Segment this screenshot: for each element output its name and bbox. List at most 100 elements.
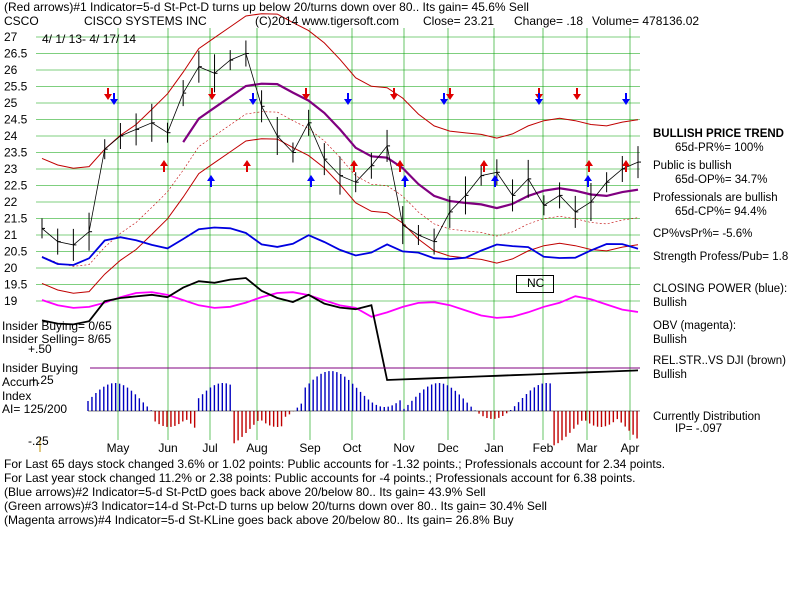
close-price: Close= 23.21: [423, 14, 495, 28]
red-arrow: [585, 160, 593, 172]
blue-arrow: [344, 93, 352, 105]
red-arrow: [390, 88, 398, 100]
blue-arrow: [440, 93, 448, 105]
insider-selling: Insider Selling= 8/65: [2, 332, 112, 346]
footer-year: For Last year stock changed 11.2% or 2.3…: [4, 471, 636, 485]
blue-arrow: [307, 175, 315, 187]
cp-vs-pr: CP%vsPr%= -5.6%: [653, 228, 753, 240]
y-tick-label: 23: [4, 162, 18, 176]
moving-average: [182, 82, 639, 210]
relstr-line: [41, 277, 639, 381]
y-tick-label: 20: [4, 261, 18, 275]
red-arrow: [480, 160, 488, 172]
relstr-label: REL.STR..VS DJI (brown): [653, 355, 786, 367]
y-tick-label: 27: [4, 30, 18, 44]
ip-value: IP= -.097: [675, 423, 722, 435]
y-tick-label: 26.5: [4, 47, 28, 61]
x-tick-label: Aug: [246, 441, 267, 455]
red-arrows-legend: (Red arrows)#1 Indicator=5-d St-Pct-D tu…: [4, 0, 529, 14]
x-tick-label: Jul: [202, 441, 217, 455]
y-tick-label: 24: [4, 129, 18, 143]
closing-power-line: [41, 226, 639, 266]
public-status: Public is bullish: [653, 160, 732, 172]
accum-level-25: +.25: [30, 373, 54, 387]
blue-arrow: [401, 175, 409, 187]
y-tick-label: 22: [4, 195, 18, 209]
blue-arrow: [584, 175, 592, 187]
company-name: CISCO SYSTEMS INC: [84, 14, 207, 28]
y-tick-label: 24.5: [4, 113, 28, 127]
public-op: 65d-OP%= 34.7%: [675, 174, 768, 186]
x-tick-label: Jan: [484, 441, 503, 455]
x-tick-label: Feb: [533, 441, 554, 455]
volume-value: Volume= 478136.02: [592, 14, 700, 28]
red-arrow: [243, 160, 251, 172]
x-tick-label: Sep: [299, 441, 321, 455]
red-arrow: [446, 88, 454, 100]
trend-pr: 65d-PR%= 100%: [675, 142, 764, 154]
blue-arrows-legend: (Blue arrows)#2 Indicator=5-d St-PctD go…: [4, 485, 486, 499]
professionals-status: Professionals are bullish: [653, 192, 778, 204]
blue-arrow: [249, 93, 257, 105]
x-tick-label: May: [107, 441, 130, 455]
x-tick-label: Apr: [621, 441, 640, 455]
y-tick-label: 22.5: [4, 179, 28, 193]
obv-label: OBV (magenta):: [653, 320, 737, 332]
copyright-source: (C)2014 www.tigersoft.com: [255, 14, 400, 28]
date-range: 4/ 1/ 13- 4/ 17/ 14: [42, 32, 137, 46]
y-tick-label: 19.5: [4, 278, 28, 292]
change-value: Change= .18: [514, 14, 584, 28]
blue-arrow: [535, 93, 543, 105]
closing-power-label: CLOSING POWER (blue):: [653, 283, 788, 295]
insider-buying: Insider Buying= 0/65: [2, 319, 112, 333]
x-tick-label: Nov: [393, 441, 414, 455]
y-tick-label: 26: [4, 63, 18, 77]
relstr-value: Bullish: [653, 369, 687, 381]
y-tick-label: 23.5: [4, 146, 28, 160]
red-arrow: [104, 88, 112, 100]
trend-title: BULLISH PRICE TREND: [653, 128, 784, 140]
distribution-label: Currently Distribution: [653, 411, 761, 423]
red-arrow: [208, 88, 216, 100]
magenta-arrows-legend: (Magenta arrows)#4 Indicator=5-d St-KLin…: [4, 513, 514, 527]
red-arrow: [350, 160, 358, 172]
green-arrows-legend: (Green arrows)#3 Indicator=14-d St-Pct-D…: [4, 499, 547, 513]
accum-level-neg25: -.25: [28, 434, 49, 448]
obv-value: Bullish: [653, 334, 687, 346]
closing-power-value: Bullish: [653, 297, 687, 309]
red-arrow: [160, 160, 168, 172]
price-line: [41, 52, 639, 246]
red-arrow: [396, 160, 404, 172]
index-label: Index: [2, 389, 32, 403]
blue-arrow: [207, 175, 215, 187]
y-tick-label: 21: [4, 228, 18, 242]
blue-arrow: [110, 93, 118, 105]
blue-arrow: [622, 93, 630, 105]
obv-line: [41, 291, 639, 319]
strength-ratio: Strength Profess/Pub= 1.8: [653, 251, 789, 263]
ticker-symbol: CSCO: [4, 14, 39, 28]
ai-value: AI= 125/200: [2, 402, 68, 416]
red-arrow: [302, 88, 310, 100]
y-tick-label: 20.5: [4, 245, 28, 259]
upper-band: [41, 13, 639, 169]
insider-buying-label: Insider Buying: [2, 361, 79, 375]
nc-box: NC: [516, 275, 554, 293]
red-arrow: [573, 88, 581, 100]
x-tick-label: Jun: [158, 441, 177, 455]
red-arrow: [622, 160, 630, 172]
nc-label: NC: [527, 276, 545, 290]
professionals-cp: 65d-CP%= 94.4%: [675, 206, 767, 218]
x-tick-label: Mar: [577, 441, 598, 455]
accum-label: Accum: [2, 375, 39, 389]
y-tick-label: 25.5: [4, 80, 28, 94]
accum-level-50: +.50: [28, 342, 52, 356]
y-tick-label: 25: [4, 96, 18, 110]
lower-inner-band: [41, 111, 639, 267]
x-tick-label: Dec: [437, 441, 458, 455]
x-tick-label: Oct: [343, 441, 362, 455]
y-tick-label: 21.5: [4, 212, 28, 226]
y-tick-label: 19: [4, 294, 18, 308]
blue-arrow: [491, 175, 499, 187]
